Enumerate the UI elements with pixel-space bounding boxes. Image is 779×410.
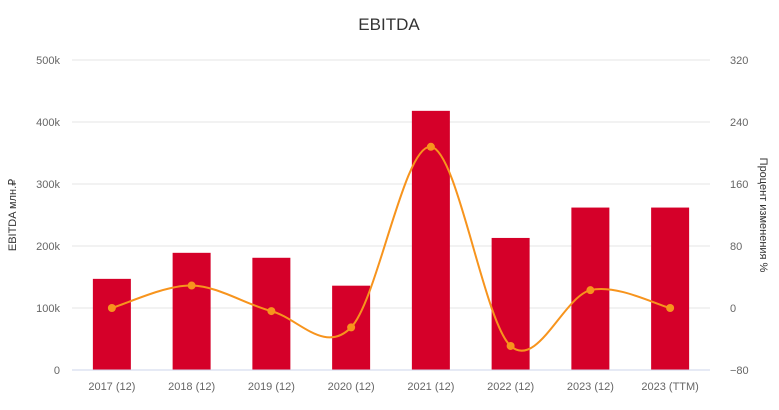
percent-change-point [347,323,356,332]
grid-lines [72,59,710,309]
x-tick-label: 2023 (TTM) [641,381,698,393]
y-tick-label-left: 200k [36,241,60,253]
bar [411,110,450,370]
bar [92,278,131,370]
y-axis-title-left: EBITDA млн.₽ [7,179,19,251]
y-tick-label-right: 320 [730,55,748,67]
percent-change-point [426,142,435,151]
percent-change-point [267,307,276,316]
percent-change-point [586,286,595,295]
y-tick-label-right: 0 [730,303,736,315]
percent-change-point [506,341,515,350]
y-tick-label-right: −80 [730,365,749,377]
x-tick-label: 2018 (12) [168,381,215,393]
y-tick-label-left: 0 [54,365,60,377]
percent-change-point [666,304,675,312]
bar [172,252,211,370]
x-tick-label: 2021 (12) [407,381,454,393]
percent-change-line-layer [107,142,675,352]
y-tick-label-left: 500k [36,55,60,67]
x-tick-label: 2019 (12) [248,381,295,393]
x-tick-label: 2020 (12) [328,381,375,393]
y-tick-label-right: 160 [730,179,748,191]
chart-title: EBITDA [358,15,420,34]
y-tick-label-right: 80 [730,241,742,253]
x-tick-label: 2022 (12) [487,381,534,393]
y-tick-label-left: 300k [36,179,60,191]
bars [92,110,690,370]
axes: 0 −80 100k 0 200k 80 300k 160 400k 240 500k 320 2017… [36,55,749,393]
x-tick-label: 2017 (12) [88,381,135,393]
percent-change-point [107,304,116,312]
y-tick-label-left: 400k [36,117,60,129]
y-tick-label-left: 100k [36,303,60,315]
x-tick-label: 2023 (12) [567,381,614,393]
y-axis-title-right: Процент изменения % [757,158,769,273]
bar [651,207,690,370]
percent-change-line [111,145,671,352]
y-tick-label-right: 240 [730,117,748,129]
percent-change-point [187,281,196,290]
